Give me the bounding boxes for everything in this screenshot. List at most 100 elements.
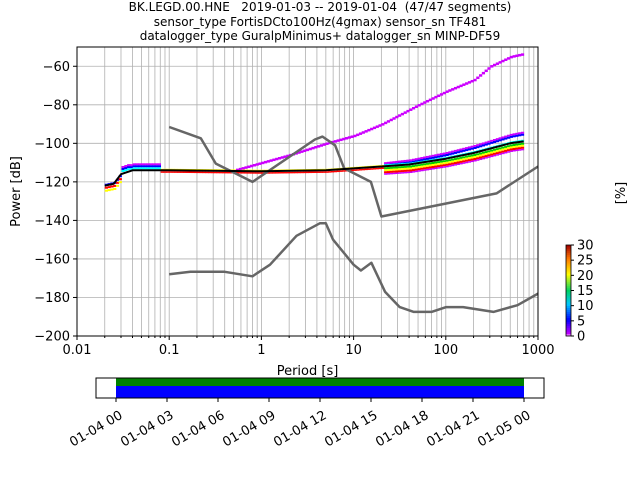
density-cell [275, 172, 279, 174]
density-cell [417, 159, 421, 162]
density-cell [479, 156, 483, 159]
density-cell [476, 155, 480, 158]
density-cell [177, 171, 181, 173]
density-cell [213, 171, 217, 174]
density-cell [121, 169, 125, 172]
density-cell [138, 167, 142, 170]
density-cell [442, 154, 446, 157]
density-cell [479, 74, 483, 77]
density-cell [434, 161, 438, 164]
density-cell [484, 69, 488, 73]
density-cell [495, 148, 499, 151]
density-cell [428, 155, 432, 158]
density-cell [431, 97, 435, 100]
density-cell [451, 162, 455, 165]
colorbar-tick-label: 25 [577, 254, 594, 269]
density-cell [118, 178, 122, 181]
density-cell [199, 171, 203, 174]
density-cell [409, 169, 413, 172]
density-cell [473, 144, 477, 147]
time-tick-label: 01-04 03 [118, 408, 176, 450]
density-cell [146, 167, 150, 170]
density-cell [442, 91, 446, 95]
density-cell [509, 148, 513, 151]
density-cell [498, 137, 502, 140]
density-cell [124, 169, 128, 172]
density-cell [442, 164, 446, 167]
density-cell [473, 159, 477, 162]
density-cell [495, 62, 499, 65]
density-cell [465, 82, 469, 85]
density-cell [518, 145, 522, 148]
density-cell [453, 158, 458, 161]
density-cell [437, 153, 441, 156]
density-cell [453, 86, 458, 90]
density-cell [132, 165, 136, 168]
density-cell [439, 93, 444, 96]
density-cell [490, 141, 494, 144]
density-cell [395, 170, 399, 173]
density-cell [462, 156, 466, 159]
density-cell [506, 147, 511, 150]
density-cell [143, 167, 148, 170]
density-cell [448, 163, 452, 166]
density-cell [501, 138, 505, 141]
density-cell [241, 167, 245, 170]
density-cell [389, 168, 393, 171]
density-cell [141, 167, 145, 170]
density-cell [336, 170, 340, 173]
density-cell [247, 165, 251, 169]
density-cell [512, 135, 516, 138]
density-cell [411, 169, 416, 172]
density-cell [425, 168, 430, 171]
colorbar-tick-label: 10 [577, 299, 594, 314]
density-cell [325, 142, 329, 145]
density-cell [370, 127, 374, 131]
density-cell [252, 163, 256, 167]
density-cell [403, 165, 407, 168]
density-cell [308, 147, 312, 151]
density-cell [506, 145, 511, 148]
density-cell [479, 145, 483, 148]
density-cell [512, 133, 516, 136]
density-cell [314, 145, 318, 149]
x-tick-label: 0.1 [159, 343, 180, 358]
density-cell [467, 146, 472, 149]
density-cell [456, 159, 460, 162]
density-cell [451, 160, 455, 163]
density-cell [423, 101, 427, 104]
density-cell [414, 170, 418, 173]
density-cell [459, 158, 463, 161]
density-cell [406, 169, 410, 172]
density-cell [375, 125, 379, 128]
density-cell [409, 171, 413, 174]
density-cell [431, 165, 435, 168]
colorbar-segment [566, 275, 571, 278]
density-cell [456, 151, 460, 154]
density-cell [509, 55, 513, 59]
density-cell [518, 143, 522, 146]
density-cell [378, 124, 382, 127]
density-cell [188, 171, 192, 174]
density-cell [467, 161, 472, 163]
colorbar-segment [566, 307, 571, 311]
density-cell [417, 166, 421, 169]
density-cell [392, 168, 396, 171]
density-cell [409, 167, 413, 170]
density-cell [400, 160, 405, 163]
density-cell [155, 163, 159, 166]
density-cell [423, 158, 427, 161]
density-cell [411, 171, 416, 173]
density-cell [386, 171, 391, 174]
series-lines [104, 125, 539, 314]
colorbar-label: [%] [614, 182, 629, 205]
density-cell [227, 171, 231, 174]
y-tick-label: −120 [34, 175, 70, 190]
density-cell [163, 171, 167, 173]
density-cell [487, 152, 491, 155]
density-cell [462, 160, 466, 163]
density-cell [487, 67, 491, 70]
density-cell [501, 136, 505, 139]
density-cell [509, 135, 513, 138]
